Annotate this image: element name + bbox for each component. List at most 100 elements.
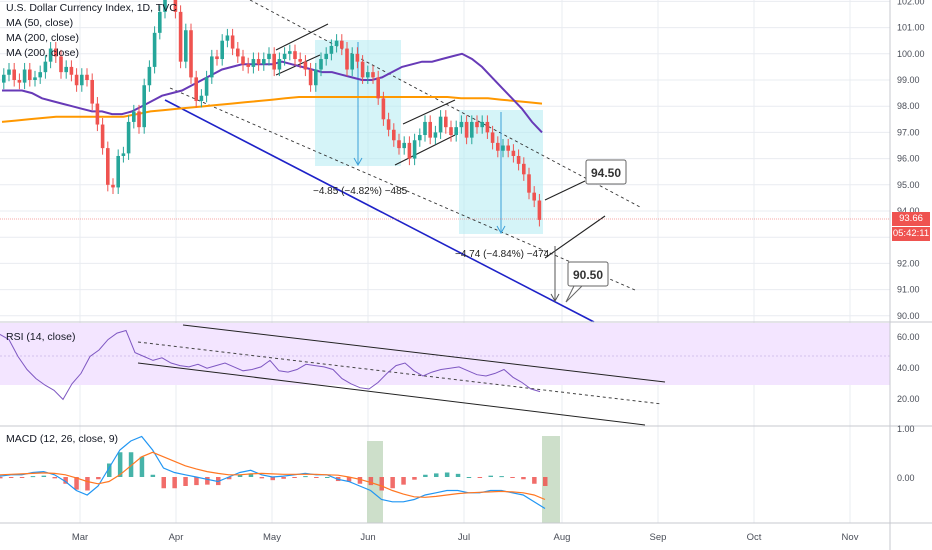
macd-hist-bar bbox=[270, 477, 275, 481]
macd-hist-bar bbox=[183, 477, 188, 486]
blue-trendline bbox=[164, 99, 595, 323]
macd-hist-bar bbox=[379, 477, 384, 491]
candle-body bbox=[251, 59, 256, 67]
price-tick-label: 97.00 bbox=[897, 127, 920, 137]
time-tick-label: Oct bbox=[747, 532, 762, 543]
macd-highlight-2 bbox=[542, 436, 560, 523]
candle-body bbox=[386, 119, 391, 130]
macd-hist-bar bbox=[237, 474, 243, 477]
candle-body bbox=[194, 77, 198, 101]
candle-body bbox=[142, 85, 146, 128]
macd-hist-bar bbox=[205, 477, 210, 485]
candle-body bbox=[522, 163, 526, 175]
macd-hist-bar bbox=[423, 474, 428, 477]
time-tick-label: Apr bbox=[169, 532, 184, 543]
candle-body bbox=[22, 69, 27, 83]
macd-hist-bar bbox=[259, 477, 265, 479]
macd-hist-bar bbox=[281, 477, 286, 479]
indicator-ma50-label[interactable]: MA (50, close) bbox=[6, 17, 74, 29]
candle-body bbox=[277, 59, 282, 70]
macd-hist-bar bbox=[510, 477, 515, 478]
candle-body bbox=[43, 61, 48, 73]
macd-hist-bar bbox=[117, 452, 123, 477]
candle-body bbox=[485, 121, 490, 133]
time-axis[interactable]: Mar Apr May Jun Jul Aug Sep Oct Nov bbox=[72, 532, 859, 543]
candle-body bbox=[158, 11, 162, 33]
candle-body bbox=[433, 132, 438, 138]
macd-hist-bar bbox=[107, 463, 112, 477]
candle-body bbox=[100, 124, 105, 149]
candle-body bbox=[111, 184, 115, 188]
drop-label-2: −4.74 (−4.84%) −474 bbox=[455, 249, 550, 260]
drop-label-1: −4.85 (−4.82%) −485 bbox=[313, 186, 408, 197]
candle-body bbox=[454, 127, 458, 136]
candle-body bbox=[59, 56, 63, 73]
candle-body bbox=[147, 66, 152, 86]
candle-body bbox=[449, 127, 453, 136]
macd-label[interactable]: MACD (12, 26, close, 9) bbox=[6, 433, 119, 445]
macd-hist-bar bbox=[19, 477, 25, 478]
price-tick-label: 99.00 bbox=[897, 75, 920, 85]
candle-body bbox=[282, 53, 287, 60]
candle-body bbox=[527, 174, 531, 193]
candle-body bbox=[345, 48, 349, 70]
macd-hist-bar bbox=[477, 477, 483, 478]
callout-90-50[interactable]: 90.50 bbox=[565, 261, 609, 303]
candle-body bbox=[132, 111, 136, 122]
macd-hist-bar bbox=[401, 477, 406, 485]
candle-body bbox=[272, 53, 276, 70]
price-tick-label: 102.00 bbox=[897, 0, 925, 6]
candle-body bbox=[293, 51, 297, 60]
candle-body bbox=[48, 48, 53, 62]
candle-body bbox=[350, 53, 354, 70]
rsi-axis: 60.00 40.00 20.00 bbox=[897, 332, 920, 404]
candle-body bbox=[189, 30, 193, 78]
candle-body bbox=[173, 0, 178, 12]
candle-body bbox=[210, 56, 214, 78]
macd-axis: 1.00 0.00 bbox=[897, 424, 915, 483]
candle-body bbox=[423, 121, 427, 136]
candle-body bbox=[152, 32, 157, 67]
candle-body bbox=[402, 142, 406, 149]
rsi-label[interactable]: RSI (14, close) bbox=[6, 331, 76, 343]
candle-body bbox=[407, 142, 412, 159]
candle-body bbox=[532, 192, 536, 201]
flag-2-upper bbox=[402, 99, 456, 125]
macd-hist-bar bbox=[488, 475, 493, 477]
price-tick-label: 101.00 bbox=[897, 23, 925, 33]
price-axis[interactable]: 102.00 101.00 100.00 99.00 98.00 97.00 96.00 95… bbox=[897, 0, 925, 321]
macd-hist-bar bbox=[434, 473, 439, 477]
candle-body bbox=[418, 135, 422, 141]
time-tick-label: Nov bbox=[842, 532, 859, 543]
time-tick-label: Aug bbox=[554, 532, 571, 543]
candle-body bbox=[397, 140, 401, 149]
candle-body bbox=[303, 61, 308, 70]
candle-body bbox=[511, 150, 516, 156]
candle-body bbox=[80, 74, 84, 86]
candle-body bbox=[366, 72, 370, 78]
candle-body bbox=[376, 77, 380, 99]
macd-hist-bar bbox=[63, 477, 68, 484]
candle-body bbox=[199, 95, 204, 101]
indicator-ma200-label[interactable]: MA (200, close) bbox=[6, 32, 79, 44]
rsi-line bbox=[0, 329, 541, 401]
candle-body bbox=[220, 40, 224, 60]
candle-body bbox=[464, 121, 469, 138]
macd-hist-bar bbox=[226, 477, 232, 480]
callout-94-50[interactable]: 94.50 bbox=[585, 159, 627, 185]
macd-hist-bar bbox=[150, 474, 156, 477]
candle-body bbox=[106, 148, 110, 185]
candle-body bbox=[17, 80, 22, 83]
candle-body bbox=[319, 59, 323, 70]
trend-channel bbox=[164, 0, 641, 323]
indicator-ma200b-label[interactable]: MA (200, close) bbox=[6, 47, 79, 59]
candle-body bbox=[537, 200, 542, 220]
symbol-title[interactable]: U.S. Dollar Currency Index, 1D, TVC bbox=[6, 2, 177, 14]
bar-countdown-tag: 05:42:11 bbox=[892, 227, 930, 241]
price-tick-label: 90.00 bbox=[897, 311, 920, 321]
macd-hist-bar bbox=[532, 477, 537, 484]
candle-body bbox=[501, 145, 505, 151]
candle-body bbox=[340, 40, 344, 49]
candle-body bbox=[516, 155, 521, 164]
